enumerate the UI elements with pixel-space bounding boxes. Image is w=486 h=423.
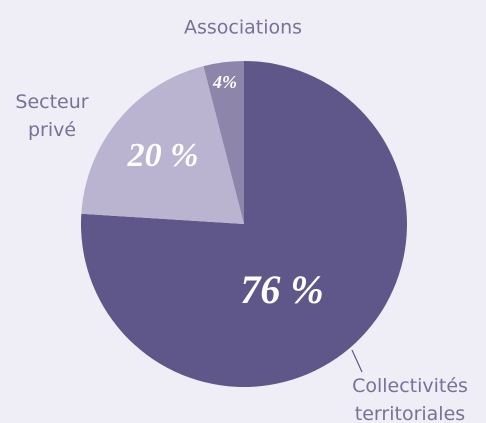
value-label: 20 % <box>127 137 199 174</box>
leader-line <box>351 349 363 373</box>
pie-slice <box>203 61 244 224</box>
value-label: 4% <box>212 72 237 92</box>
category-label: Associations <box>184 17 302 39</box>
pie-slice <box>81 66 244 224</box>
value-label: 76 % <box>240 267 323 312</box>
category-label: Secteur privé <box>15 91 88 141</box>
category-label: Collectivités territoriales <box>352 375 468 423</box>
